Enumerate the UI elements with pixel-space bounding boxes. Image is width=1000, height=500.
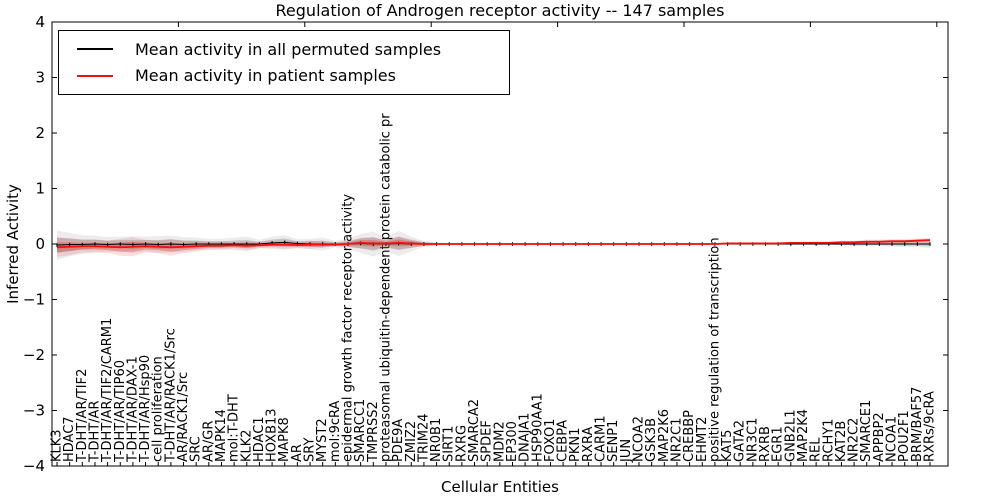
x-tick-label: GNB2L1	[783, 409, 798, 462]
legend-entry-permuted: Mean activity in all permuted samples	[69, 40, 499, 59]
x-tick-label: MYST2	[315, 418, 330, 462]
x-tick-label: MDM2	[492, 421, 507, 462]
x-tick-label: NR3C1	[745, 418, 760, 462]
legend-label-permuted: Mean activity in all permuted samples	[135, 39, 442, 59]
x-tick-label: HOXB13	[265, 408, 280, 462]
x-tick-label: SMARCC1	[353, 399, 368, 462]
x-tick-label: CARM1	[594, 416, 609, 463]
x-tick-label: TRIM24	[416, 413, 431, 463]
y-tick-label: 0	[35, 235, 45, 253]
x-tick-label: HDAC1	[252, 416, 267, 462]
y-tick-label: 3	[35, 69, 45, 87]
x-tick-label: T-DHT/AR/Hsp90	[138, 355, 153, 463]
x-tick-label: T-DHT/AR/DAX-1	[125, 356, 140, 463]
x-tick-label: SRY	[303, 438, 318, 462]
x-tick-label: RXRA	[581, 427, 596, 462]
x-tick-label: KAT5	[720, 430, 735, 462]
legend: Mean activity in all permuted samples Me…	[58, 30, 510, 95]
x-tick-label: MAP2K6	[657, 409, 672, 462]
y-tick-label: 2	[35, 124, 45, 142]
x-tick-label: EGR1	[771, 426, 786, 462]
x-tick-label: MAPK8	[277, 417, 292, 462]
x-tick-label: mol:9cRA	[328, 400, 343, 462]
x-tick-label: SPDEF	[480, 420, 495, 462]
chart-title: Regulation of Androgen receptor activity…	[275, 1, 725, 20]
x-tick-label: RCHY1	[821, 419, 836, 462]
legend-line-sample-permuted	[77, 48, 113, 51]
x-tick-label: NR0B1	[429, 418, 444, 462]
x-tick-label: MAP2K4	[796, 409, 811, 462]
x-tick-label: APPBP2	[872, 412, 887, 462]
x-tick-label: SENP1	[606, 420, 621, 462]
x-tick-label: MAPK14	[214, 409, 229, 462]
x-tick-label: NR2C1	[669, 418, 684, 462]
x-tick-label: KLK2	[239, 429, 254, 462]
x-tick-label: proteasomal ubiquitin-dependent protein …	[378, 113, 393, 462]
x-tick-label: T-DHT/AR/TIP60	[113, 360, 128, 463]
legend-entry-patient: Mean activity in patient samples	[69, 66, 499, 85]
y-axis-label: Inferred Activity	[4, 184, 22, 304]
x-tick-label: AR	[290, 444, 305, 462]
x-tick-label: GATA2	[733, 420, 748, 462]
x-tick-label: NR2C2	[847, 418, 862, 462]
x-tick-label: REL	[809, 437, 824, 462]
x-tick-label: ZMIZ2	[404, 421, 419, 462]
x-tick-label: AR/GR	[201, 421, 216, 462]
x-axis-label: Cellular Entities	[441, 478, 559, 496]
x-tick-label: HSP90AA1	[530, 393, 545, 462]
x-tick-label: T-DHT/AR/TIF2	[75, 369, 90, 463]
x-tick-label: BRM/BAF57	[910, 387, 925, 462]
x-tick-label: SMARCA2	[467, 399, 482, 462]
y-tick-label: 1	[35, 180, 45, 198]
x-tick-label: mol:T-DHT	[227, 394, 242, 462]
x-tick-label: KLK3	[50, 429, 65, 462]
x-tick-label: FOXO1	[543, 419, 558, 462]
x-tick-label: TMPRSS2	[366, 401, 381, 463]
permuted-band-outer	[57, 230, 930, 260]
x-tick-label: GSK3B	[644, 418, 659, 462]
x-tick-label: SIRT1	[442, 426, 457, 462]
x-tick-label: AR/RACK1/Src	[176, 372, 191, 462]
patient-mean-line	[56, 239, 931, 249]
x-tick-label: CREBBP	[682, 410, 697, 462]
x-tick-label: RXRB	[758, 426, 773, 462]
x-tick-label: NCOA1	[885, 416, 900, 462]
permuted-band	[57, 236, 930, 253]
legend-label-patient: Mean activity in patient samples	[135, 66, 396, 86]
y-tick-label: 4	[35, 13, 45, 31]
x-tick-label: T-DHT/AR/TIF2/CARM1	[100, 318, 115, 463]
x-tick-label: SMARCE1	[859, 400, 874, 462]
x-tick-label: NCOA2	[632, 416, 647, 462]
x-tick-label: EHMT2	[695, 417, 710, 462]
x-tick-label: epidermal growth factor receptor activit…	[341, 194, 356, 462]
x-tick-label: T-DHT/AR	[87, 401, 102, 463]
x-tick-label: PKN1	[568, 428, 583, 462]
y-tick-label: −1	[23, 291, 45, 309]
x-tick-label: SRC	[189, 436, 204, 462]
y-tick-label: −4	[23, 457, 45, 475]
x-tick-label: POU2F1	[897, 410, 912, 462]
x-tick-label: T-DHT/AR/RACK1/Src	[163, 328, 178, 463]
x-tick-label: HDAC7	[62, 416, 77, 462]
x-tick-label: CEBPA	[556, 420, 571, 462]
y-tick-label: −3	[23, 402, 45, 420]
x-tick-label: RXRG	[454, 425, 469, 462]
x-tick-label: KAT2B	[834, 421, 849, 462]
x-tick-label: positive regulation of transcription	[707, 237, 722, 462]
y-tick-label: −2	[23, 346, 45, 364]
x-tick-label: cell proliferation	[151, 356, 166, 462]
x-tick-label: RXRs/9cRA	[923, 391, 938, 462]
patient-band-outer	[57, 236, 930, 257]
x-tick-label: DNAJA1	[518, 413, 533, 462]
x-tick-label: EP300	[505, 421, 520, 462]
x-tick-label: PDE9A	[391, 419, 406, 462]
x-tick-label: JUN	[619, 439, 634, 463]
legend-line-sample-patient	[77, 74, 113, 77]
